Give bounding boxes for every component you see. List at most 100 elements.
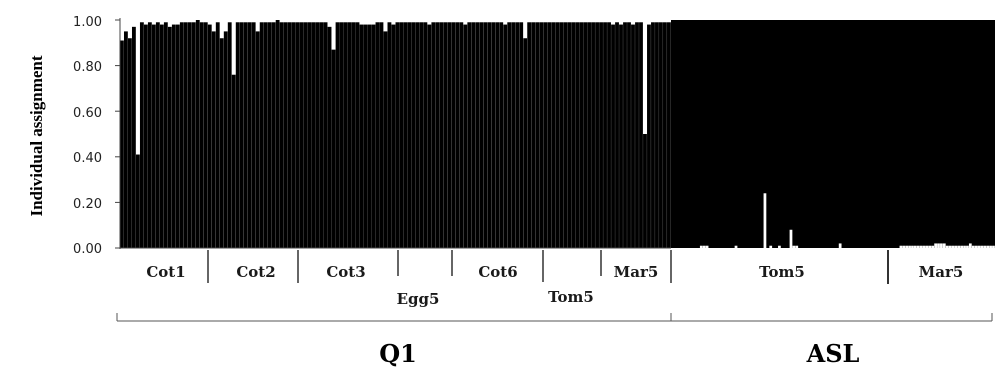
q1-bar <box>335 22 340 249</box>
asl-bar <box>986 245 990 248</box>
q1-bar <box>411 22 416 249</box>
q1-bar <box>435 22 440 249</box>
q1-bar <box>275 20 280 248</box>
asl-bar <box>968 243 972 248</box>
q1-bar <box>443 22 448 249</box>
asl-bar <box>945 245 949 248</box>
q1-bar <box>343 22 348 249</box>
q1-bar <box>223 31 228 249</box>
q1-bar <box>307 22 312 249</box>
asl-bar <box>948 245 952 248</box>
q1-bar <box>355 22 360 249</box>
asl-bar <box>702 245 706 248</box>
asl-bar <box>905 245 909 248</box>
q1-bar <box>431 22 436 249</box>
q1-bar <box>327 26 332 249</box>
q1-bar <box>387 22 392 249</box>
group-label-tom5-q1: Tom5 <box>548 288 594 306</box>
q1-bar <box>415 22 420 249</box>
q1-bar <box>627 22 631 249</box>
q1-bar <box>151 24 156 249</box>
q1-bar <box>127 38 132 248</box>
q1-bar <box>587 22 591 249</box>
asl-bar <box>916 245 920 248</box>
asl-bar <box>914 245 917 248</box>
q1-bar <box>519 22 524 249</box>
group-label-mar5-q1: Mar5 <box>614 263 659 281</box>
asl-bar <box>971 245 975 248</box>
asl-bar <box>922 245 926 248</box>
y-ticks <box>115 19 120 249</box>
asl-bar <box>902 245 906 248</box>
q1-bar <box>599 22 603 249</box>
cluster-label-asl: ASL <box>806 339 860 368</box>
q1-bar <box>651 22 655 249</box>
q1-bar <box>183 22 188 249</box>
q1-bar <box>231 74 236 248</box>
q1-bar <box>215 22 220 249</box>
asl-bar <box>934 243 937 248</box>
q1-bar <box>279 22 284 249</box>
group-label-tom5-asl: Tom5 <box>759 263 805 281</box>
q1-bar <box>283 22 288 249</box>
q1-bar <box>179 22 184 249</box>
q1-bar <box>147 22 152 249</box>
q1-bar <box>351 22 356 249</box>
asl-bar <box>763 193 767 248</box>
q1-bar <box>219 38 224 248</box>
q1-bar <box>515 22 520 249</box>
q1-bar <box>503 24 508 249</box>
q1-bar <box>623 22 627 249</box>
asl-bar <box>992 245 995 248</box>
q1-bar <box>619 24 623 249</box>
q1-bar <box>479 22 484 249</box>
asl-bar <box>838 243 842 248</box>
cluster-bracket <box>116 313 993 322</box>
q1-bar <box>551 22 556 249</box>
q1-bar <box>171 24 176 249</box>
q1-bar <box>459 22 464 249</box>
q1-bar <box>259 22 264 249</box>
q1-bar <box>287 22 292 249</box>
q1-bar <box>427 24 432 249</box>
q1-bar <box>579 22 584 249</box>
q1-bar <box>299 22 304 249</box>
q1-bar <box>331 49 336 248</box>
asl-bar <box>789 229 793 248</box>
asl-bar <box>792 245 796 248</box>
q1-bar <box>347 22 352 249</box>
q1-bar <box>423 22 428 249</box>
asl-bar <box>983 245 987 248</box>
q1-bar <box>639 22 643 249</box>
asl-bar <box>966 245 969 248</box>
q1-bar <box>199 22 204 249</box>
q1-bar <box>267 22 272 249</box>
asl-bar <box>940 243 943 248</box>
q1-bar <box>395 22 400 249</box>
q1-bar <box>419 22 424 249</box>
asl-bar <box>977 245 981 248</box>
q1-bar <box>303 22 308 249</box>
q1-bar <box>631 24 635 249</box>
q1-bar <box>163 22 168 249</box>
q1-bar <box>263 22 268 249</box>
q1-bar <box>451 22 456 249</box>
q1-bar <box>359 24 364 249</box>
q1-bar <box>655 22 659 249</box>
asl-bar <box>954 245 958 248</box>
group-separators <box>207 250 889 284</box>
q1-bar <box>319 22 324 249</box>
q1-bar <box>399 22 404 249</box>
group-labels: Cot1 Cot2 Cot3 Egg5 Cot6 Tom5 Mar5 Tom5 … <box>146 263 963 308</box>
asl-bar <box>974 245 978 248</box>
q1-bar <box>211 31 216 249</box>
asl-bar <box>942 243 946 248</box>
group-label-cot6: Cot6 <box>478 263 517 281</box>
group-label-cot3: Cot3 <box>326 263 365 281</box>
q1-bar <box>547 22 552 249</box>
q1-bar <box>635 22 639 249</box>
q1-bar <box>131 26 136 249</box>
q1-bar <box>247 22 252 249</box>
q1-bar <box>563 22 568 249</box>
y-tick-label: 0.00 <box>73 242 102 257</box>
